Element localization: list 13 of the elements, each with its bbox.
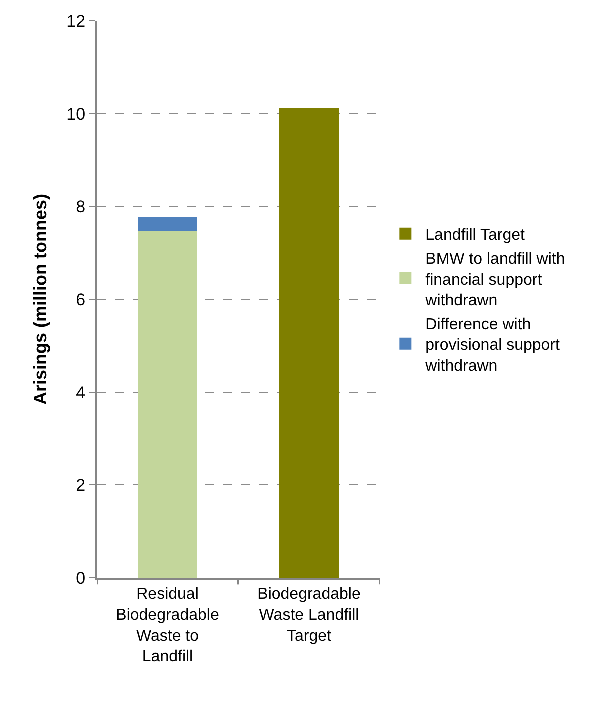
y-tick-label: 10 xyxy=(66,104,86,124)
legend-label: Difference with provisional support withdrawn xyxy=(424,316,561,375)
legend-label: BMW to landfill with financial support withdrawn xyxy=(424,250,566,310)
y-tick-label: 12 xyxy=(66,12,86,31)
x-tick-label: Residual Biodegradable Waste to Landfill xyxy=(116,586,220,666)
y-tick-label: 4 xyxy=(76,383,86,402)
y-tick-label: 2 xyxy=(76,476,86,496)
y-tick-label: 0 xyxy=(76,568,86,588)
legend-label: Landfill Target xyxy=(426,227,526,244)
y-tick-label: 6 xyxy=(76,290,86,310)
y-tick-label: 8 xyxy=(76,198,86,217)
y-axis-title: Arisings (million tonnes) xyxy=(30,194,50,406)
x-tick-label: Biodegradable Waste Landfill Target xyxy=(258,586,361,645)
